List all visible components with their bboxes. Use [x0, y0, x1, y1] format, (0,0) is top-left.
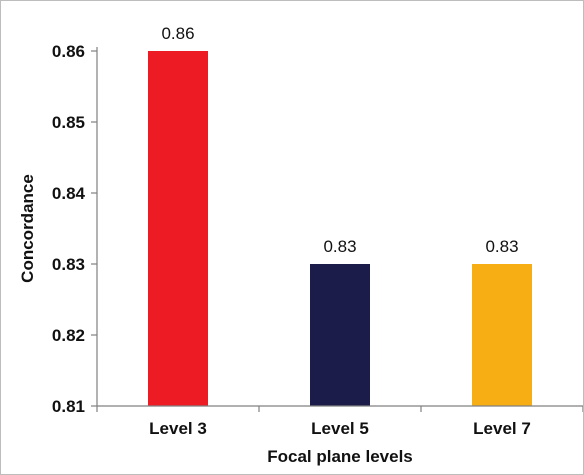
bars: 0.86 0.83 0.83 — [148, 24, 532, 406]
bar — [472, 264, 532, 406]
y-tick-label: 0.86 — [52, 42, 85, 61]
data-label: 0.86 — [161, 24, 194, 43]
x-category-label: Level 5 — [311, 419, 369, 438]
y-tick-label: 0.84 — [52, 184, 86, 203]
x-category-label: Level 7 — [473, 419, 531, 438]
y-tick-label: 0.82 — [52, 326, 85, 345]
y-tick-label: 0.85 — [52, 113, 85, 132]
x-axis: Level 3 Level 5 Level 7 — [96, 405, 583, 438]
y-axis-title: Concordance — [18, 174, 37, 283]
y-tick-label: 0.83 — [52, 255, 85, 274]
data-label: 0.83 — [485, 237, 518, 256]
y-tick-label: 0.81 — [52, 397, 85, 416]
data-label: 0.83 — [323, 237, 356, 256]
x-axis-title: Focal plane levels — [267, 447, 413, 466]
bar — [310, 264, 370, 406]
y-axis: 0.81 0.82 0.83 0.84 0.85 0.86 — [52, 42, 98, 416]
bar — [148, 51, 208, 406]
x-category-label: Level 3 — [149, 419, 207, 438]
